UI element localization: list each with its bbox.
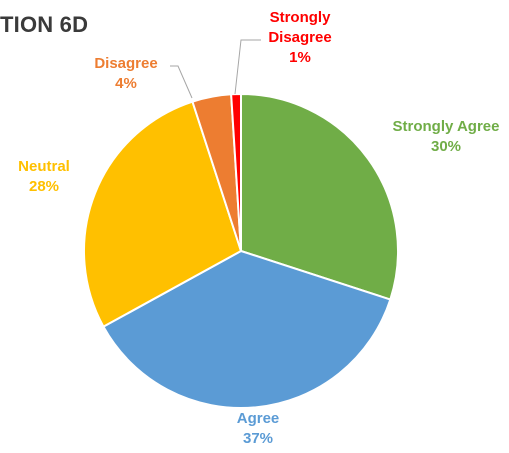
leader-line-strongly-disagree [234,39,261,95]
slice-label-agree: Agree 37% [237,410,280,447]
pie-slice-strongly-disagree [230,92,242,252]
leader-line-disagree [170,65,193,99]
pie-slice-agree [102,249,392,410]
slice-label-disagree: Disagree 4% [94,55,157,92]
pie-slice-strongly-agree [240,92,399,301]
slice-label-neutral: Neutral 28% [18,158,70,195]
slice-label-strongly-agree: Strongly Agree 30% [393,118,500,155]
leader-lines [170,39,261,99]
pie-slice-neutral [83,100,243,328]
slice-label-strongly-disagree: Strongly Disagree 1% [268,9,331,66]
pie-slices [83,92,399,410]
chart-title: TION 6D [0,12,89,37]
slice-labels: Strongly Agree 30% Agree 37% Neutral 28% Disag… [18,9,499,447]
